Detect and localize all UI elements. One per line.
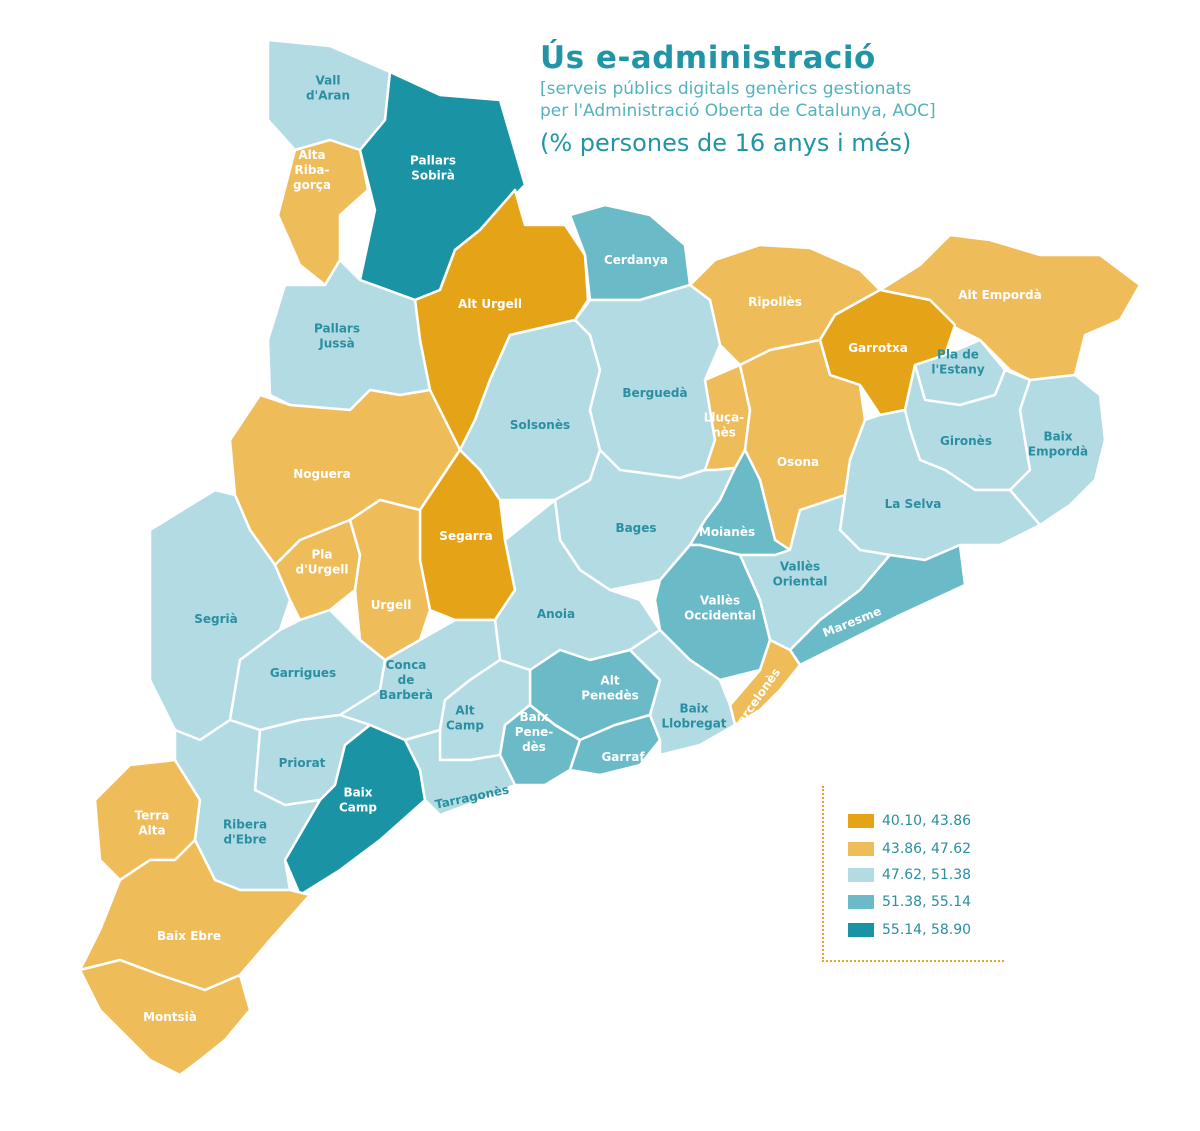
legend-label: 40.10, 43.86	[882, 813, 972, 829]
label-bages: Bages	[615, 521, 656, 535]
label-priorat: Priorat	[279, 756, 326, 770]
label-pallars-jussa: Pallars Jussà	[314, 322, 360, 351]
region-alt-emporda[interactable]	[878, 233, 1142, 382]
label-anoia: Anoia	[537, 607, 575, 621]
label-baix-penedes: Baix Pene-dès	[515, 710, 554, 754]
region-maresme[interactable]	[788, 543, 967, 667]
label-la-selva: La Selva	[885, 497, 942, 511]
label-segarra: Segarra	[439, 529, 492, 543]
legend-swatch	[848, 842, 874, 856]
region-ribera-d-ebre[interactable]	[173, 718, 322, 892]
legend-row: 51.38, 55.14	[848, 893, 971, 911]
label-garrigues: Garrigues	[270, 666, 336, 680]
label-girones: Gironès	[940, 434, 992, 448]
legend-label: 43.86, 47.62	[882, 841, 972, 857]
map-unit: (% persones de 16 anys i més)	[540, 129, 912, 157]
label-urgell: Urgell	[371, 598, 412, 612]
region-urgell[interactable]	[348, 498, 432, 662]
region-baix-llobregat[interactable]	[628, 628, 737, 757]
label-ripolles: Ripollès	[748, 295, 802, 309]
comarques-labels-layer: Vall d'Aran Pallars Sobirà Alta Riba-gorça Alt…	[135, 74, 1088, 1025]
label-garraf: Garraf	[601, 750, 645, 764]
label-baix-emporda: Baix Empordà	[1028, 430, 1088, 459]
legend-label: 55.14, 58.90	[882, 922, 972, 938]
label-alt-camp: Alt Camp	[446, 704, 484, 733]
label-vall-d-aran: Vall d'Aran	[306, 74, 350, 103]
label-llucanes: Lluça-nès	[704, 411, 745, 440]
legend-row: 40.10, 43.86	[848, 812, 971, 830]
label-segria: Segrià	[194, 612, 238, 626]
label-osona: Osona	[777, 455, 819, 469]
label-noguera: Noguera	[293, 467, 351, 481]
label-solsones: Solsonès	[510, 418, 570, 432]
label-pla-de-l-estany: Pla de l'Estany	[931, 348, 985, 377]
label-valles-oriental: Vallès Oriental	[773, 560, 828, 589]
label-alt-penedes: Alt Penedès	[581, 674, 639, 703]
label-cerdanya: Cerdanya	[604, 253, 668, 267]
legend-swatch	[848, 814, 874, 828]
legend: 40.10, 43.86 43.86, 47.62 47.62, 51.38 5…	[822, 786, 1004, 962]
legend-row: 55.14, 58.90	[848, 921, 971, 939]
label-baix-camp: Baix Camp	[339, 786, 377, 815]
region-baix-emporda[interactable]	[1008, 373, 1107, 527]
label-ribera-d-ebre: Ribera d'Ebre	[223, 818, 267, 847]
label-baix-ebre: Baix Ebre	[157, 929, 221, 943]
label-bergueda: Berguedà	[622, 386, 687, 400]
map-subtitle-line1: [serveis públics digitals genèrics gesti…	[540, 79, 912, 99]
label-alt-urgell: Alt Urgell	[458, 297, 522, 311]
label-moianes: Moianès	[699, 525, 755, 539]
legend-swatch	[848, 923, 874, 937]
label-alt-emporda: Alt Empordà	[958, 288, 1041, 302]
label-garrotxa: Garrotxa	[848, 341, 908, 355]
region-garraf[interactable]	[568, 713, 662, 777]
label-terra-alta: Terra Alta	[135, 809, 170, 838]
map-title: Ús e-administració	[540, 40, 876, 76]
legend-label: 51.38, 55.14	[882, 894, 972, 910]
legend-label: 47.62, 51.38	[882, 867, 972, 883]
label-valles-occidental: Vallès Occidental	[684, 594, 756, 623]
label-baix-llobregat: Baix Llobregat	[661, 702, 726, 731]
legend-swatch	[848, 895, 874, 909]
label-alta-ribagorca: Alta Riba-gorça	[293, 148, 331, 192]
label-pallars-sobira: Pallars Sobirà	[410, 154, 456, 183]
label-conca-de-barbera: Conca de Barberà	[379, 658, 433, 702]
legend-row: 47.62, 51.38	[848, 866, 971, 884]
region-tarragones[interactable]	[403, 728, 517, 817]
legend-row: 43.86, 47.62	[848, 840, 971, 858]
comarques-layer	[78, 38, 1142, 1077]
label-montsia: Montsià	[143, 1010, 197, 1024]
region-baix-camp[interactable]	[283, 723, 427, 897]
region-alta-ribagorca[interactable]	[276, 138, 370, 287]
map-title-block: Ús e-administració [serveis públics digi…	[540, 38, 936, 160]
legend-swatch	[848, 868, 874, 882]
map-subtitle-line2: per l'Administració Oberta de Catalunya,…	[540, 101, 936, 121]
region-montsia[interactable]	[78, 958, 252, 1077]
label-pla-d-urgell: Pla d'Urgell	[296, 548, 349, 577]
